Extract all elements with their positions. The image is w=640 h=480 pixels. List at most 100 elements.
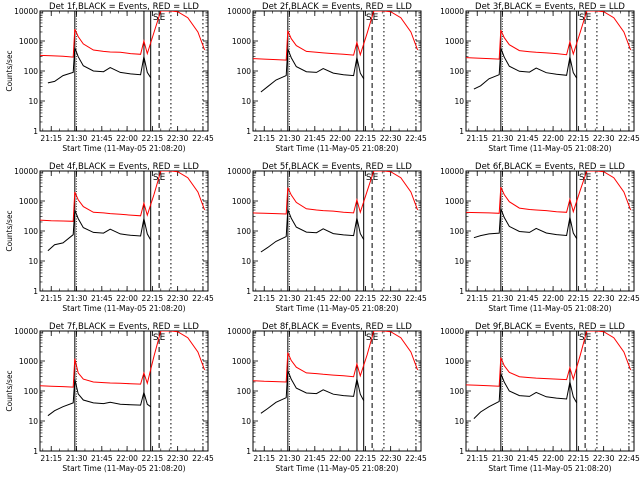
x-tick-label: 21:45 <box>91 294 113 303</box>
x-tick-label: 22:00 <box>542 294 564 303</box>
plot-frame <box>252 170 422 292</box>
x-tick-label: 22:45 <box>618 134 640 143</box>
x-tick-label: 22:45 <box>405 134 427 143</box>
series-line-black <box>260 209 365 253</box>
y-tick-label: 1000 <box>445 37 464 46</box>
chart-panel-9: Det 9f,BLACK = Events, RED = LLD 1 10 100 10… <box>440 322 640 473</box>
series-line-red <box>40 11 206 58</box>
y-tick-label: 100 <box>450 67 465 76</box>
x-axis-label: Start Time (11-May-05 21:08:20) <box>62 304 185 313</box>
end-marker: E <box>586 173 592 183</box>
chart-title: Det 5f,BLACK = Events, RED = LLD <box>262 162 412 172</box>
x-tick-label: 22:00 <box>116 134 138 143</box>
x-axis-label: Start Time (11-May-05 21:08:20) <box>488 304 611 313</box>
y-tick-label: 10 <box>28 417 38 426</box>
start-marker: S <box>153 173 159 183</box>
x-tick-label: 22:15 <box>142 134 164 143</box>
chart-panel-8: Det 8f,BLACK = Events, RED = LLD 1 10 100 10… <box>227 322 427 473</box>
y-tick-label: 10000 <box>227 167 251 176</box>
y-tick-label: 10000 <box>440 327 464 336</box>
chart-title: Det 8f,BLACK = Events, RED = LLD <box>262 322 412 332</box>
y-tick-label: 1 <box>246 287 251 296</box>
x-tick-label: 21:45 <box>304 134 326 143</box>
y-tick-label: 10 <box>241 97 251 106</box>
x-tick-label: 22:15 <box>142 454 164 463</box>
y-tick-label: 1 <box>459 447 464 456</box>
x-tick-label: 21:15 <box>466 134 488 143</box>
y-tick-label: 1000 <box>232 37 251 46</box>
y-tick-label: 1 <box>33 127 38 136</box>
x-tick-label: 21:30 <box>492 294 514 303</box>
chart-title: Det 9f,BLACK = Events, RED = LLD <box>475 322 625 332</box>
y-tick-label: 10000 <box>14 327 38 336</box>
x-tick-label: 21:30 <box>66 294 88 303</box>
y-tick-label: 100 <box>237 67 252 76</box>
series-line-red <box>466 11 632 60</box>
end-marker: E <box>586 333 592 343</box>
series-line-black <box>473 373 578 419</box>
x-tick-label: 21:15 <box>40 134 62 143</box>
end-marker: E <box>160 13 166 23</box>
x-tick-label: 22:45 <box>192 294 214 303</box>
x-tick-label: 21:15 <box>40 294 62 303</box>
y-tick-label: 10000 <box>227 327 251 336</box>
y-tick-label: 100 <box>24 227 39 236</box>
y-tick-label: 10 <box>454 257 464 266</box>
end-marker: E <box>160 173 166 183</box>
y-axis-label: Counts/sec <box>5 370 14 411</box>
x-axis-label: Start Time (11-May-05 21:08:20) <box>62 464 185 473</box>
series-line-black <box>260 48 365 93</box>
y-tick-label: 10 <box>241 257 251 266</box>
y-tick-label: 10000 <box>440 167 464 176</box>
end-marker: E <box>373 333 379 343</box>
y-tick-label: 1 <box>459 127 464 136</box>
x-axis-label: Start Time (11-May-05 21:08:20) <box>62 144 185 153</box>
x-tick-label: 22:15 <box>355 134 377 143</box>
y-tick-label: 1 <box>246 127 251 136</box>
chart-title: Det 2f,BLACK = Events, RED = LLD <box>262 2 412 12</box>
plot-frame <box>465 170 635 292</box>
x-tick-label: 22:00 <box>542 454 564 463</box>
x-tick-label: 22:15 <box>355 454 377 463</box>
series-line-black <box>473 47 578 90</box>
chart-panel-1: Det 1f,BLACK = Events, RED = LLD 1 10 100 10… <box>5 2 214 153</box>
y-tick-label: 1000 <box>232 357 251 366</box>
x-tick-label: 22:30 <box>380 294 402 303</box>
x-axis-label: Start Time (11-May-05 21:08:20) <box>488 144 611 153</box>
x-tick-label: 21:30 <box>492 134 514 143</box>
series-line-black <box>47 209 152 252</box>
start-marker: S <box>153 333 159 343</box>
x-tick-label: 22:45 <box>618 454 640 463</box>
y-tick-label: 100 <box>450 227 465 236</box>
series-line-red <box>466 331 632 387</box>
y-tick-label: 10000 <box>14 167 38 176</box>
start-marker: S <box>579 333 585 343</box>
chart-title: Det 1f,BLACK = Events, RED = LLD <box>49 2 199 12</box>
chart-panel-7: Det 7f,BLACK = Events, RED = LLD 1 10 100 10… <box>5 322 214 473</box>
x-tick-label: 21:45 <box>517 454 539 463</box>
series-line-red <box>253 331 419 383</box>
chart-title: Det 3f,BLACK = Events, RED = LLD <box>475 2 625 12</box>
x-tick-label: 22:15 <box>568 134 590 143</box>
x-tick-label: 22:45 <box>618 294 640 303</box>
x-tick-label: 21:30 <box>492 454 514 463</box>
x-tick-label: 21:30 <box>66 454 88 463</box>
x-tick-label: 21:45 <box>91 454 113 463</box>
y-tick-label: 10 <box>454 417 464 426</box>
start-marker: S <box>366 13 372 23</box>
end-marker: E <box>160 333 166 343</box>
x-tick-label: 22:45 <box>405 454 427 463</box>
x-tick-label: 22:00 <box>329 134 351 143</box>
y-tick-label: 10000 <box>227 7 251 16</box>
chart-panel-3: Det 3f,BLACK = Events, RED = LLD 1 10 100 10… <box>440 2 640 153</box>
plot-frame <box>465 330 635 452</box>
y-axis-label: Counts/sec <box>5 210 14 251</box>
y-tick-label: 10 <box>454 97 464 106</box>
chart-title: Det 6f,BLACK = Events, RED = LLD <box>475 162 625 172</box>
x-tick-label: 21:30 <box>279 454 301 463</box>
y-tick-label: 10000 <box>440 7 464 16</box>
chart-title: Det 7f,BLACK = Events, RED = LLD <box>49 322 199 332</box>
y-tick-label: 10 <box>28 97 38 106</box>
end-marker: E <box>586 13 592 23</box>
y-tick-label: 10000 <box>14 7 38 16</box>
